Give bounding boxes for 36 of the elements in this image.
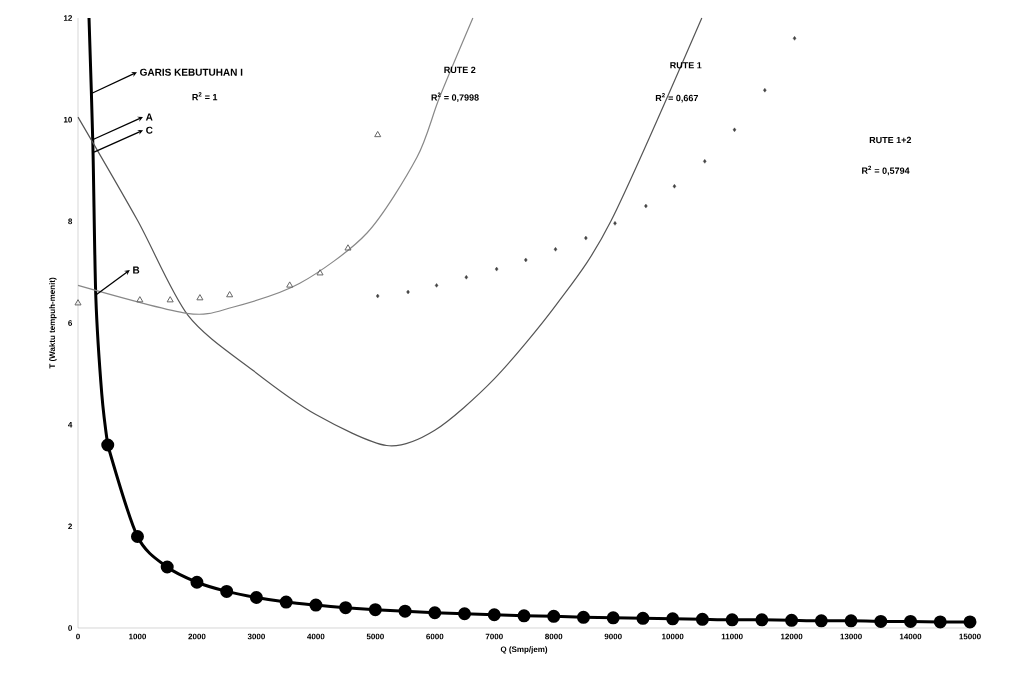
x-axis-title: Q (Smp/jem)	[500, 646, 548, 654]
annotation: B	[133, 266, 140, 274]
annotation: A	[145, 113, 153, 121]
x-tick-label: 13000	[840, 633, 862, 640]
x-tick-label: 14000	[899, 633, 922, 640]
y-tick-label: 0	[68, 625, 73, 631]
x-tick-label: 15000	[959, 633, 981, 640]
x-tick-label: 12000	[780, 633, 803, 640]
annotation: GARIS KEBUTUHAN I	[140, 68, 243, 76]
annotation: R$^{2}$ = 0,667	[655, 93, 698, 103]
annotation: R$^{2}$ = 0,7998	[431, 92, 479, 102]
x-tick-label: 7000	[485, 633, 503, 640]
annotation: C	[146, 126, 153, 134]
x-tick-label: 5000	[366, 633, 384, 640]
annotation: R$^{2}$ = 0,5794	[862, 165, 910, 176]
x-tick-label: 9000	[604, 633, 622, 640]
annotation: RUTE 1	[670, 62, 702, 69]
x-tick-label: 4000	[307, 633, 325, 640]
y-tick-label: 4	[68, 421, 73, 428]
y-tick-label: 8	[68, 218, 73, 225]
x-tick-label: 0	[76, 633, 80, 640]
y-tick-label: 2	[68, 523, 73, 530]
annotation: R$^{2}$ = 1	[192, 92, 218, 101]
x-tick-label: 1000	[129, 633, 147, 640]
x-tick-label: 3000	[247, 633, 265, 640]
annotation: RUTE 2	[444, 66, 476, 74]
x-tick-label: 11000	[721, 633, 743, 640]
x-tick-label: 6000	[426, 633, 444, 640]
x-tick-label: 2000	[188, 633, 206, 640]
y-axis-title: T (Waktu tempuh-menit)	[49, 277, 57, 369]
annotation: RUTE 1+2	[869, 136, 912, 144]
y-tick-label: 12	[63, 15, 73, 21]
x-tick-label: 10000	[662, 633, 684, 640]
y-tick-label: 6	[68, 320, 73, 326]
y-tick-label: 10	[63, 116, 73, 123]
x-tick-label: 8000	[545, 633, 563, 640]
